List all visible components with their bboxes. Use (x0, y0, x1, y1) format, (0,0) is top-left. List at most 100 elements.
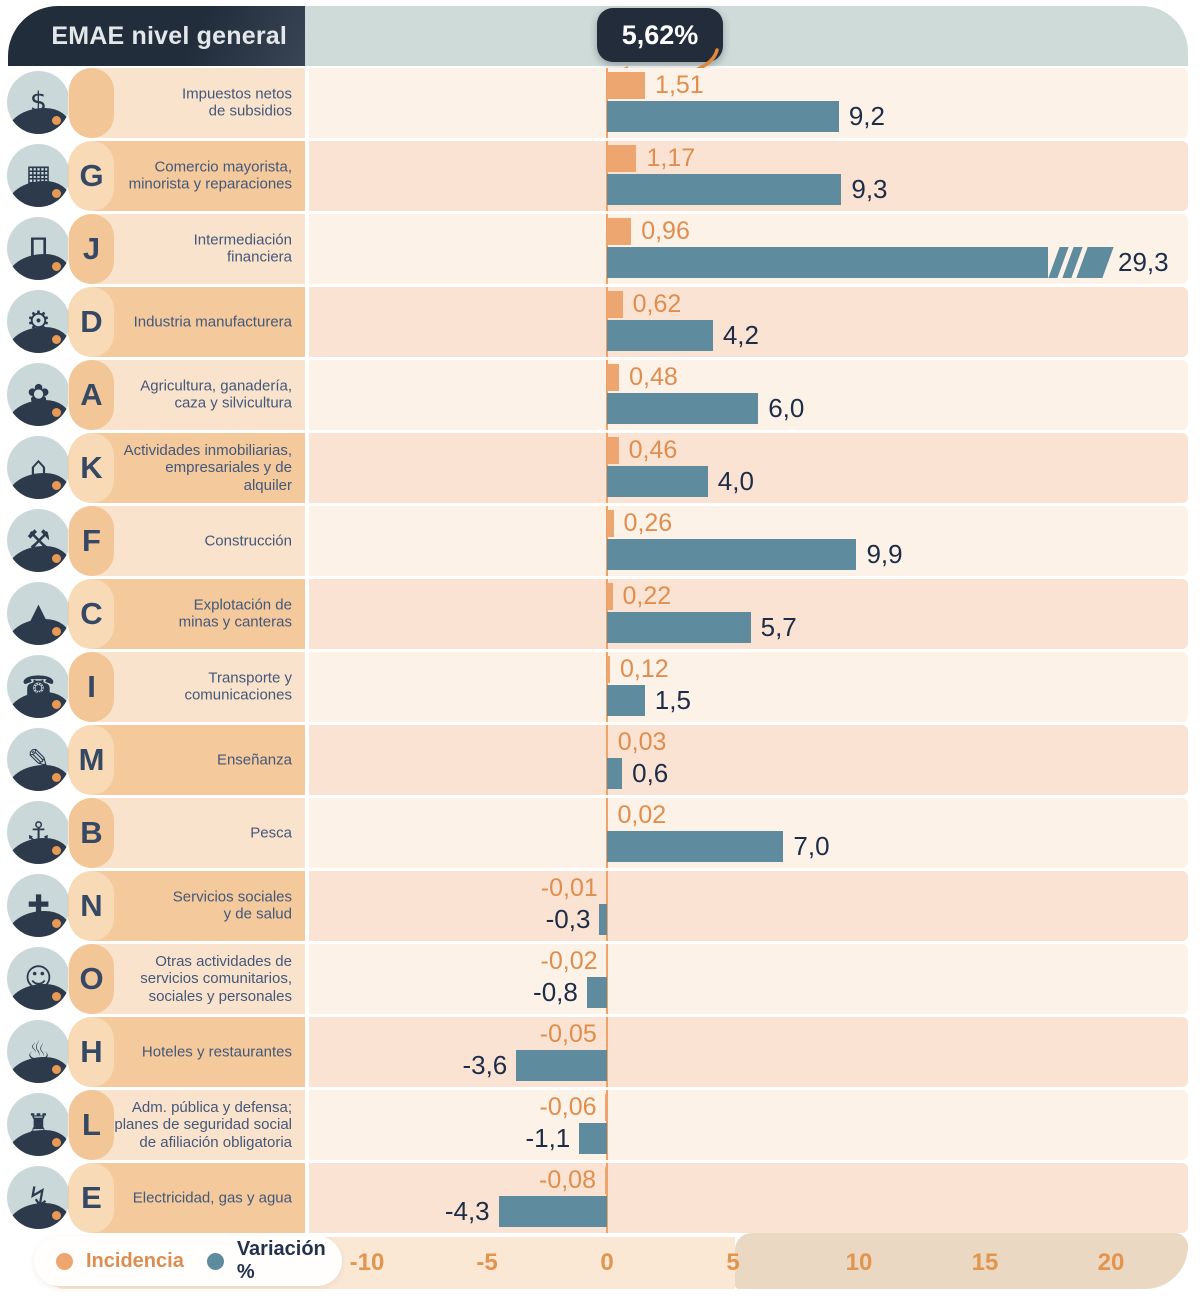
letter-chip (69, 725, 114, 795)
sector-letter: N (80, 888, 103, 923)
incidencia-value: 0,48 (629, 363, 678, 391)
icon-glyph: ⚙ (26, 306, 51, 337)
icon-accent-dot (52, 262, 61, 271)
icon-accent-dot (52, 408, 61, 417)
sector-row: ✎ M Enseñanza 0,03 0,6 (0, 725, 1200, 795)
variacion-value: -0,8 (533, 977, 578, 1007)
sector-letter: I (87, 669, 96, 704)
incidencia-value: -0,01 (540, 874, 598, 902)
sector-row: ☎ I Transporte y comunicaciones 0,12 1,5 (0, 652, 1200, 722)
incidencia-bar (607, 291, 623, 318)
incidencia-bar (607, 583, 613, 610)
incidencia-bar (604, 1167, 607, 1194)
sector-label: Construcción (204, 532, 292, 550)
icon-accent-dot (52, 335, 61, 344)
chart-cell: 0,12 1,5 (309, 652, 1188, 722)
variacion-value: -1,1 (525, 1123, 571, 1153)
sector-label: Adm. pública y defensa; planes de seguri… (114, 1098, 292, 1151)
sector-letter (68, 68, 115, 138)
sector-row: Π J Intermediación financiera 0,96 29,3 (0, 214, 1200, 284)
axis-tick: 0 (600, 1249, 614, 1276)
icon-accent-dot (52, 554, 61, 563)
sector-label: Pesca (250, 824, 292, 842)
variacion-value: 0,6 (632, 758, 669, 788)
incidencia-value: 0,62 (632, 290, 682, 318)
chart-cell: 0,22 5,7 (309, 579, 1188, 649)
icon-accent-dot (52, 846, 61, 855)
variacion-value: 7,0 (793, 831, 830, 861)
incidencia-dot-icon (56, 1252, 73, 1270)
sector-panel: M Enseñanza (68, 725, 305, 795)
icon-glyph: Π (28, 233, 49, 264)
sector-row: ⚙ D Industria manufacturera 0,62 4,2 (0, 287, 1200, 357)
industry-icon: ⚙ (7, 290, 70, 353)
incidencia-value: -0,08 (539, 1166, 596, 1194)
variacion-value: 9,2 (848, 101, 885, 131)
sector-panel: D Industria manufacturera (68, 287, 305, 357)
incidencia-value: -0,02 (540, 947, 598, 975)
letter-chip (69, 944, 114, 1014)
incidencia-bar (607, 802, 608, 829)
icon-accent-dot (52, 1138, 61, 1147)
icon-glyph: ☎ (21, 671, 56, 702)
icon-accent-dot (52, 700, 61, 709)
sector-letter: G (79, 158, 104, 193)
icon-glyph: ✿ (27, 379, 50, 410)
sector-panel: J Intermediación financiera (68, 214, 305, 284)
incidencia-value: -0,06 (539, 1093, 597, 1121)
incidencia-value: -0,05 (539, 1020, 597, 1048)
legend: Incidencia Variación % (34, 1236, 342, 1286)
variacion-value: 1,5 (654, 685, 691, 715)
icon-glyph: ♨ (26, 1036, 51, 1067)
bank-icon: Π (7, 217, 70, 280)
sector-label: Actividades inmobiliarias, empresariales… (123, 441, 292, 494)
sector-row: ✿ A Agricultura, ganadería, caza y silvicu… (0, 360, 1200, 430)
icon-glyph: ▲ (28, 598, 49, 629)
variacion-bar (607, 539, 857, 570)
fishing-icon: ⚓ (7, 801, 70, 864)
chart-cell: 0,62 4,2 (309, 287, 1188, 357)
sector-panel: O Otras actividades de servicios comunita… (68, 944, 305, 1014)
letter-chip (69, 141, 114, 211)
incidencia-bar (607, 364, 620, 391)
icon-accent-dot (52, 189, 61, 198)
sector-label: Servicios sociales y de salud (172, 888, 292, 923)
incidencia-bar (605, 1021, 607, 1048)
chart-cell: -0,01 -0,3 (309, 871, 1188, 941)
chart-cell: 0,26 9,9 (309, 506, 1188, 576)
sector-label: Enseñanza (216, 751, 292, 769)
incidencia-bar (607, 656, 611, 683)
legend-variacion-label: Variación % (236, 1238, 326, 1283)
variacion-bar (607, 758, 623, 789)
sector-row: ⚓ B Pesca 0,02 7,0 (0, 798, 1200, 868)
header-band (305, 6, 1188, 66)
incidencia-bar (605, 1094, 607, 1121)
incidencia-value: 0,03 (617, 728, 667, 756)
sector-row: $ Impuestos netos de subsidios 1,51 9,2 (0, 68, 1200, 138)
health-icon: ✚ (7, 874, 70, 937)
zero-axis-line (606, 1163, 608, 1233)
chart-cell: -0,06 -1,1 (309, 1090, 1188, 1160)
chart-cell: -0,02 -0,8 (309, 944, 1188, 1014)
sector-letter: B (80, 815, 103, 850)
icon-accent-dot (52, 627, 61, 636)
sector-letter: C (80, 596, 103, 631)
incidencia-value: 0,26 (623, 509, 673, 537)
sector-row: ▲ C Explotación de minas y canteras 0,22 5,7 (0, 579, 1200, 649)
axis-tick: -5 (476, 1249, 498, 1276)
variacion-value: 9,3 (851, 174, 888, 204)
legend-incidencia-label: Incidencia (86, 1249, 184, 1272)
axis-tick: 20 (1097, 1249, 1125, 1276)
chart-cell: 0,46 4,0 (309, 433, 1188, 503)
sector-label: Industria manufacturera (133, 313, 292, 331)
sector-row: ▦ G Comercio mayorista, minorista y repara… (0, 141, 1200, 211)
sector-label: Impuestos netos de subsidios (181, 85, 292, 120)
incidencia-bar (606, 948, 608, 975)
zero-axis-line (606, 944, 608, 1014)
sector-letter: L (82, 1107, 101, 1142)
sector-label: Explotación de minas y canteras (178, 596, 292, 631)
sector-letter: O (79, 961, 104, 996)
variacion-bar (607, 320, 713, 351)
variacion-bar (607, 612, 751, 643)
variacion-bar (498, 1196, 607, 1227)
